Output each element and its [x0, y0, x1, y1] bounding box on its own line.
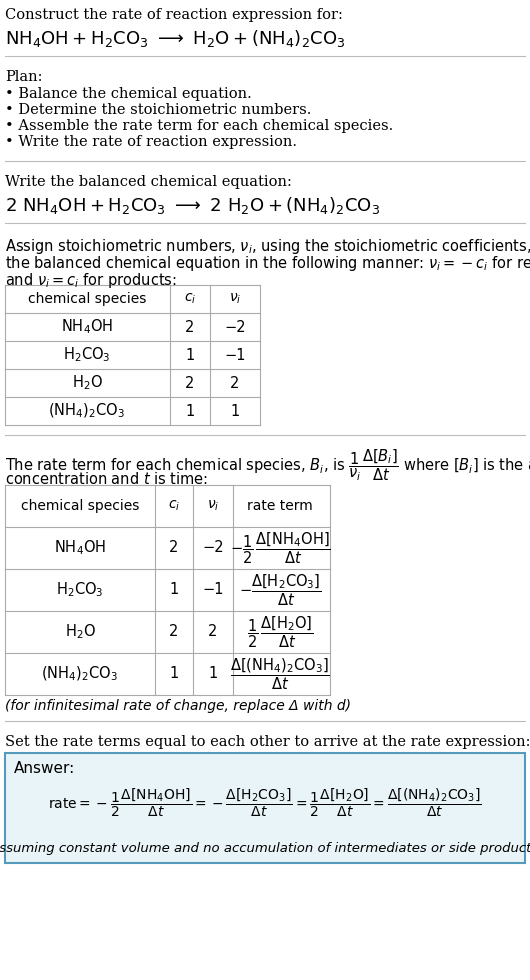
Text: 1: 1	[170, 666, 179, 681]
Text: −1: −1	[224, 348, 246, 363]
Text: • Determine the stoichiometric numbers.: • Determine the stoichiometric numbers.	[5, 103, 312, 117]
Text: 1: 1	[208, 666, 218, 681]
Text: • Balance the chemical equation.: • Balance the chemical equation.	[5, 87, 252, 101]
Text: 1: 1	[231, 404, 240, 418]
Text: 2: 2	[186, 375, 195, 390]
Text: • Assemble the rate term for each chemical species.: • Assemble the rate term for each chemic…	[5, 119, 393, 133]
Text: $\nu_i$: $\nu_i$	[207, 499, 219, 514]
Text: 2: 2	[231, 375, 240, 390]
Text: $\mathrm{(NH_4)_2CO_3}$: $\mathrm{(NH_4)_2CO_3}$	[48, 402, 126, 420]
Text: 2: 2	[208, 624, 218, 640]
Text: $\mathrm{(NH_4)_2CO_3}$: $\mathrm{(NH_4)_2CO_3}$	[41, 664, 119, 683]
Text: $\mathrm{2\ NH_4OH + H_2CO_3 \ {\longrightarrow} \ 2\ H_2O + (NH_4)_2CO_3}$: $\mathrm{2\ NH_4OH + H_2CO_3 \ {\longrig…	[5, 195, 380, 216]
Text: $\dfrac{1}{2}\,\dfrac{\Delta[\mathrm{H_2O}]}{\Delta t}$: $\dfrac{1}{2}\,\dfrac{\Delta[\mathrm{H_2…	[247, 614, 313, 650]
Text: Plan:: Plan:	[5, 70, 42, 84]
Text: concentration and $t$ is time:: concentration and $t$ is time:	[5, 471, 208, 487]
Text: 1: 1	[170, 582, 179, 598]
Text: −2: −2	[202, 541, 224, 556]
Text: $\mathrm{NH_4OH}$: $\mathrm{NH_4OH}$	[61, 318, 113, 336]
Text: $\nu_i$: $\nu_i$	[229, 292, 241, 306]
Text: $c_i$: $c_i$	[184, 292, 196, 306]
Text: (for infinitesimal rate of change, replace Δ with d): (for infinitesimal rate of change, repla…	[5, 699, 351, 713]
Text: −2: −2	[224, 319, 246, 334]
Text: Assign stoichiometric numbers, $\nu_i$, using the stoichiometric coefficients, $: Assign stoichiometric numbers, $\nu_i$, …	[5, 237, 530, 256]
Text: $\mathrm{rate} = -\dfrac{1}{2}\dfrac{\Delta[\mathrm{NH_4OH}]}{\Delta t} = -\dfra: $\mathrm{rate} = -\dfrac{1}{2}\dfrac{\De…	[48, 787, 482, 819]
Text: (assuming constant volume and no accumulation of intermediates or side products): (assuming constant volume and no accumul…	[0, 842, 530, 855]
Text: $c_i$: $c_i$	[168, 499, 180, 514]
Text: $\mathrm{H_2CO_3}$: $\mathrm{H_2CO_3}$	[63, 346, 111, 365]
Text: $\mathrm{NH_4OH}$: $\mathrm{NH_4OH}$	[54, 539, 106, 558]
Text: $-\dfrac{\Delta[\mathrm{H_2CO_3}]}{\Delta t}$: $-\dfrac{\Delta[\mathrm{H_2CO_3}]}{\Delt…	[238, 572, 321, 608]
Text: The rate term for each chemical species, $B_i$, is $\dfrac{1}{\nu_i}\dfrac{\Delt: The rate term for each chemical species,…	[5, 447, 530, 482]
Text: Write the balanced chemical equation:: Write the balanced chemical equation:	[5, 175, 292, 189]
Text: • Write the rate of reaction expression.: • Write the rate of reaction expression.	[5, 135, 297, 149]
Text: the balanced chemical equation in the following manner: $\nu_i = -c_i$ for react: the balanced chemical equation in the fo…	[5, 254, 530, 273]
Text: $\dfrac{\Delta[\mathrm{(NH_4)_2CO_3}]}{\Delta t}$: $\dfrac{\Delta[\mathrm{(NH_4)_2CO_3}]}{\…	[230, 657, 330, 692]
Text: $\mathrm{NH_4OH + H_2CO_3 \ {\longrightarrow} \ H_2O + (NH_4)_2CO_3}$: $\mathrm{NH_4OH + H_2CO_3 \ {\longrighta…	[5, 28, 346, 49]
Text: 1: 1	[186, 348, 195, 363]
Text: rate term: rate term	[247, 499, 313, 513]
Text: 2: 2	[169, 541, 179, 556]
FancyBboxPatch shape	[5, 753, 525, 863]
Text: $\mathrm{H_2O}$: $\mathrm{H_2O}$	[72, 373, 102, 392]
Text: $\mathrm{H_2CO_3}$: $\mathrm{H_2CO_3}$	[56, 580, 104, 600]
Text: −1: −1	[202, 582, 224, 598]
Text: Set the rate terms equal to each other to arrive at the rate expression:: Set the rate terms equal to each other t…	[5, 735, 530, 749]
Text: chemical species: chemical species	[28, 292, 146, 306]
Text: and $\nu_i = c_i$ for products:: and $\nu_i = c_i$ for products:	[5, 271, 177, 290]
Text: $\mathrm{H_2O}$: $\mathrm{H_2O}$	[65, 622, 95, 641]
Text: 2: 2	[169, 624, 179, 640]
Text: Construct the rate of reaction expression for:: Construct the rate of reaction expressio…	[5, 8, 343, 22]
Text: 2: 2	[186, 319, 195, 334]
Text: 1: 1	[186, 404, 195, 418]
Text: chemical species: chemical species	[21, 499, 139, 513]
Text: $-\dfrac{1}{2}\,\dfrac{\Delta[\mathrm{NH_4OH}]}{\Delta t}$: $-\dfrac{1}{2}\,\dfrac{\Delta[\mathrm{NH…	[229, 530, 330, 565]
Text: Answer:: Answer:	[14, 761, 75, 776]
